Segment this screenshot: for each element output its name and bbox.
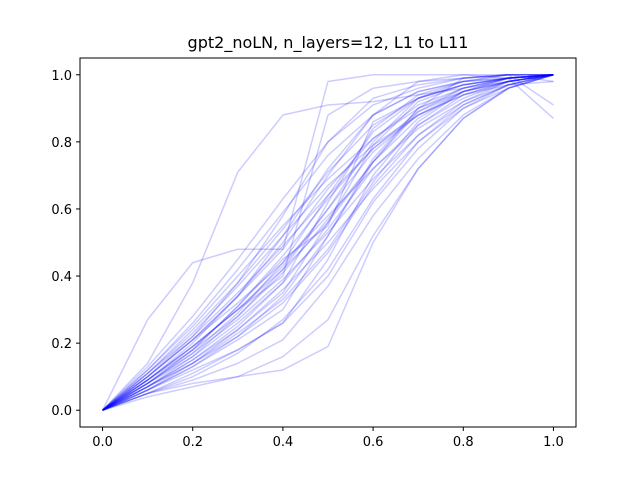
series-line-34	[102, 74, 554, 411]
series-line-33	[102, 74, 554, 411]
x-tick-label: 0.4	[273, 435, 294, 450]
series-line-11	[102, 74, 554, 411]
series-line-29	[102, 74, 554, 411]
series-line-24	[102, 74, 554, 411]
chart-title: gpt2_noLN, n_layers=12, L1 to L11	[188, 33, 469, 53]
series-line-4	[102, 74, 554, 411]
y-tick-label: 0.2	[51, 337, 72, 352]
series-line-8	[102, 74, 554, 411]
y-tick-label: 1.0	[51, 69, 72, 84]
y-axis-ticks: 0.0 0.2 0.4 0.6 0.8 1.0	[51, 69, 80, 419]
series-lines	[101, 74, 554, 411]
series-line-22	[102, 74, 554, 411]
y-tick-label: 0.8	[51, 136, 72, 151]
series-line-17	[102, 74, 554, 411]
series-line-30	[102, 80, 554, 411]
series-line-32	[102, 74, 554, 411]
y-tick-label: 0.0	[51, 404, 72, 419]
series-line-10	[102, 74, 554, 411]
series-line-15	[102, 74, 554, 411]
series-line-12	[102, 74, 554, 411]
x-tick-label: 0.2	[182, 435, 203, 450]
series-line-28	[102, 74, 554, 411]
series-line-5	[102, 74, 554, 411]
x-axis-ticks: 0.0 0.2 0.4 0.6 0.8 1.0	[92, 427, 564, 450]
series-line-26	[102, 74, 554, 411]
series-line-36	[102, 74, 554, 411]
series-line-23	[102, 74, 554, 411]
series-line-19	[102, 74, 554, 411]
series-line-13	[102, 74, 554, 411]
x-tick-label: 1.0	[543, 435, 564, 450]
series-line-7	[102, 74, 554, 411]
series-line-16	[102, 74, 554, 411]
y-tick-label: 0.4	[51, 270, 72, 285]
x-tick-label: 0.6	[363, 435, 384, 450]
series-line-14	[102, 74, 554, 411]
series-line-3	[102, 74, 554, 411]
y-tick-label: 0.6	[51, 203, 72, 218]
series-line-31	[102, 74, 554, 411]
series-line-27	[102, 74, 554, 411]
series-line-6	[102, 74, 554, 411]
series-line-2	[102, 74, 554, 411]
x-tick-label: 0.0	[92, 435, 113, 450]
series-line-18	[102, 74, 554, 411]
series-line-25	[102, 74, 554, 411]
series-line-1	[101, 74, 554, 411]
series-line-21	[102, 74, 554, 411]
series-line-35	[102, 74, 554, 411]
series-line-20	[102, 74, 554, 411]
x-tick-label: 0.8	[453, 435, 474, 450]
plot-frame	[79, 57, 577, 428]
series-line-9	[102, 74, 554, 411]
